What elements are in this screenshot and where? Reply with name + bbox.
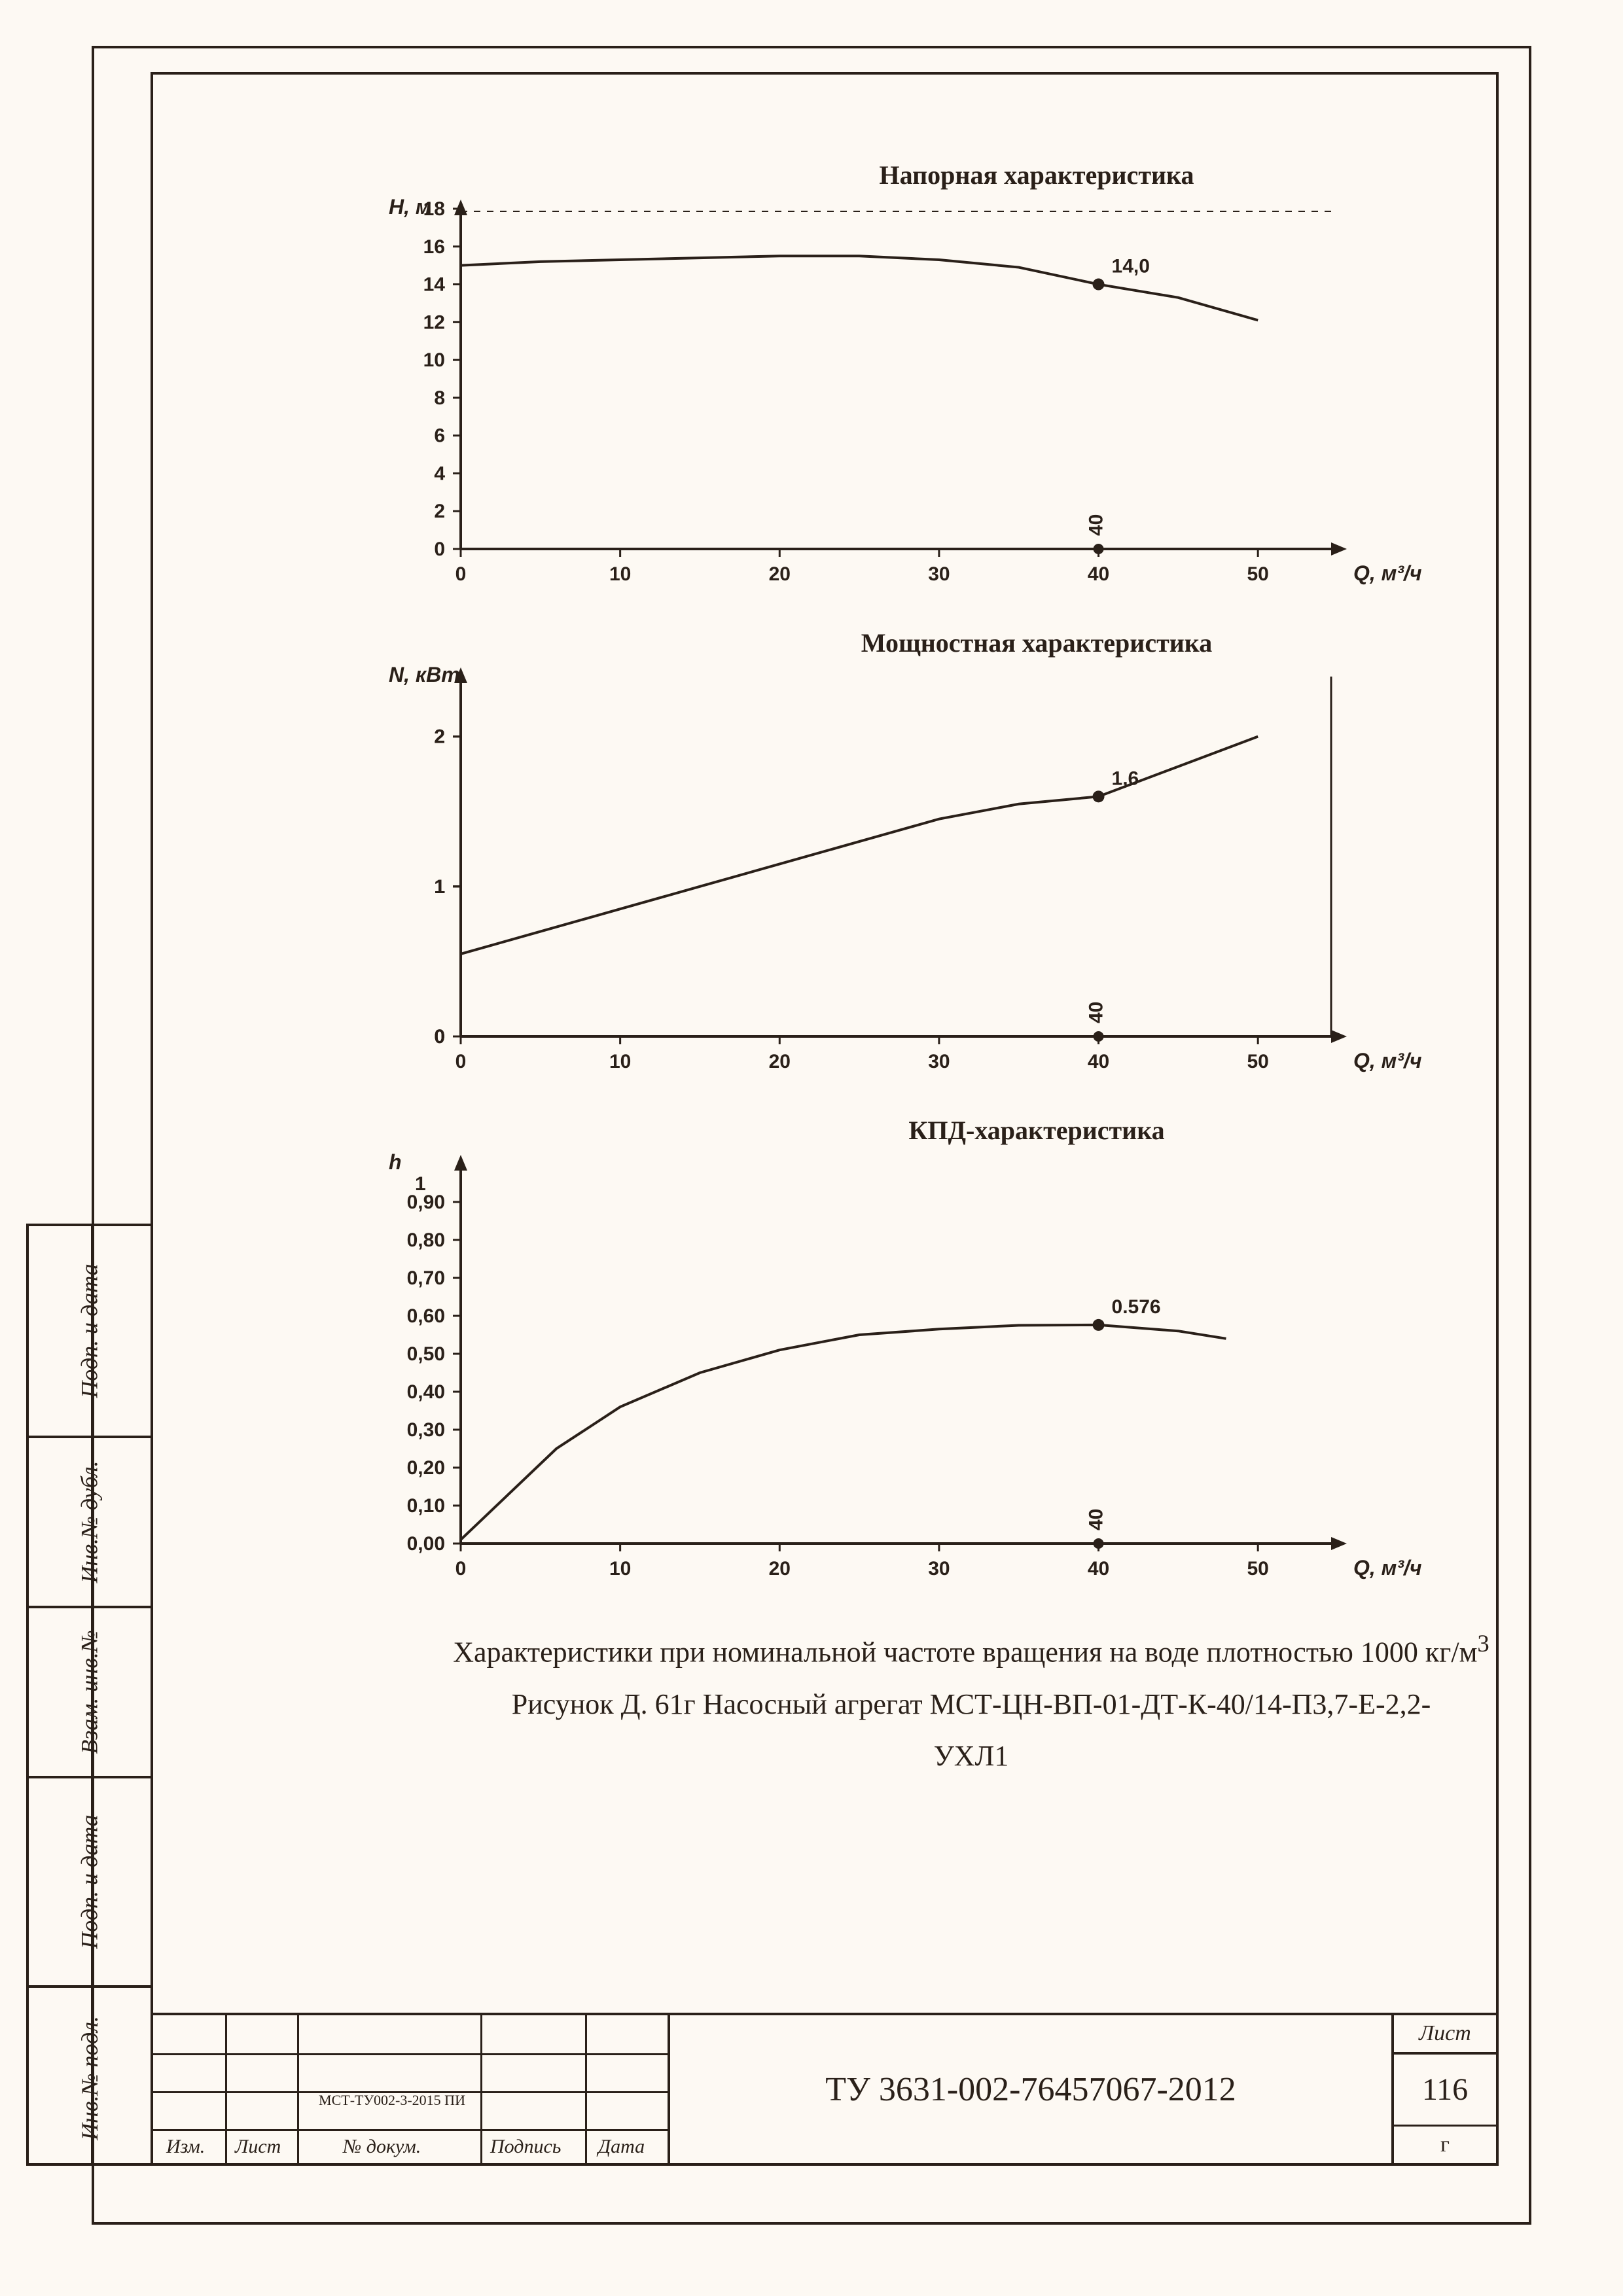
svg-text:30: 30 xyxy=(928,1558,950,1580)
svg-text:30: 30 xyxy=(928,563,950,585)
svg-text:0,60: 0,60 xyxy=(407,1305,445,1327)
svg-text:1: 1 xyxy=(415,1173,426,1195)
svg-text:50: 50 xyxy=(1247,1558,1268,1580)
svg-text:2: 2 xyxy=(434,501,445,522)
svg-text:4: 4 xyxy=(434,463,445,484)
svg-text:0: 0 xyxy=(455,1558,467,1580)
svg-text:10: 10 xyxy=(609,563,631,585)
svg-text:40: 40 xyxy=(1088,1051,1109,1072)
svg-text:Q, м³/ч: Q, м³/ч xyxy=(1353,1556,1422,1580)
svg-text:8: 8 xyxy=(434,387,445,409)
svg-text:50: 50 xyxy=(1247,563,1268,585)
svg-text:1: 1 xyxy=(434,876,445,898)
svg-text:0: 0 xyxy=(455,1051,467,1072)
svg-text:0,00: 0,00 xyxy=(407,1533,445,1555)
svg-text:10: 10 xyxy=(423,349,445,371)
caption-line-2: Рисунок Д. 61г Насосный агрегат МСТ-ЦН-В… xyxy=(323,1678,1619,1730)
svg-text:Q, м³/ч: Q, м³/ч xyxy=(1353,561,1422,585)
tb-small-doc: МСТ-ТУ002-3-2015 ПИ xyxy=(307,2093,477,2108)
title-block-left-grid: Изм. Лист № докум. Подпись Дата МСТ-ТУ00… xyxy=(153,2015,670,2163)
side-cell-vzam-inv: Взам. инв.№ xyxy=(29,1606,151,1776)
svg-text:0.576: 0.576 xyxy=(1112,1296,1161,1318)
svg-text:10: 10 xyxy=(609,1558,631,1580)
svg-text:40: 40 xyxy=(1088,563,1109,585)
svg-text:0: 0 xyxy=(455,563,467,585)
svg-text:20: 20 xyxy=(769,1051,791,1072)
svg-text:40: 40 xyxy=(1086,1509,1107,1530)
svg-text:2: 2 xyxy=(434,726,445,748)
chart-eff-svg: 0 10 20 30 40 50 0,00 0,10 0,20 0,30 0,40 0,50 0,60 0… xyxy=(323,1151,1436,1596)
inner-frame: Напорная характеристика 0102030405002468… xyxy=(151,72,1499,2166)
chart-head-title: Напорная характеристика xyxy=(323,160,1619,190)
svg-text:40: 40 xyxy=(1088,1558,1109,1580)
sheet-number: 116 xyxy=(1394,2055,1496,2127)
caption-line-3: УХЛ1 xyxy=(323,1730,1619,1782)
svg-text:0: 0 xyxy=(434,539,445,560)
chart-eff-title: КПД-характеристика xyxy=(323,1115,1619,1146)
tb-col-izm: Изм. xyxy=(166,2136,205,2158)
svg-text:0,90: 0,90 xyxy=(407,1192,445,1213)
side-cell-sign-date-1: Подп. и дата xyxy=(29,1226,151,1436)
svg-text:N, кВт: N, кВт xyxy=(389,663,460,686)
svg-text:12: 12 xyxy=(423,311,445,333)
svg-text:6: 6 xyxy=(434,425,445,447)
svg-text:10: 10 xyxy=(609,1051,631,1072)
tb-col-list: Лист xyxy=(235,2136,281,2158)
svg-text:H, м: H, м xyxy=(389,196,431,219)
tb-col-date: Дата xyxy=(598,2136,645,2158)
svg-text:30: 30 xyxy=(928,1051,950,1072)
chart-head-svg: 0102030405002468101214161814,040H, мQ, м… xyxy=(323,196,1436,601)
side-cell-sign-date-2: Подп. и дата xyxy=(29,1776,151,1985)
charts-area: Напорная характеристика 0102030405002468… xyxy=(323,160,1619,1782)
svg-text:1,6: 1,6 xyxy=(1112,768,1139,789)
chart-power-title: Мощностная характеристика xyxy=(323,627,1619,658)
svg-text:20: 20 xyxy=(769,1558,791,1580)
svg-text:0,50: 0,50 xyxy=(407,1343,445,1365)
sheet-header: Лист xyxy=(1394,2015,1496,2055)
svg-text:0,80: 0,80 xyxy=(407,1229,445,1251)
svg-text:0,30: 0,30 xyxy=(407,1419,445,1441)
svg-text:Q, м³/ч: Q, м³/ч xyxy=(1353,1049,1422,1072)
svg-text:20: 20 xyxy=(769,563,791,585)
svg-text:16: 16 xyxy=(423,236,445,258)
svg-text:40: 40 xyxy=(1086,1002,1107,1023)
svg-text:14,0: 14,0 xyxy=(1112,256,1150,277)
svg-text:0,70: 0,70 xyxy=(407,1267,445,1289)
title-block-doc-number: ТУ 3631-002-76457067-2012 xyxy=(670,2015,1391,2163)
figure-caption: Характеристики при номинальной частоте в… xyxy=(323,1622,1619,1782)
tb-col-sign: Подпись xyxy=(490,2136,561,2158)
chart-head: Напорная характеристика 0 10 20 30 40 50 0 2 4 6 8… xyxy=(323,160,1619,601)
tb-col-ndoc: № докум. xyxy=(343,2136,421,2158)
svg-text:0,20: 0,20 xyxy=(407,1457,445,1479)
title-block: Изм. Лист № докум. Подпись Дата МСТ-ТУ00… xyxy=(153,2013,1496,2163)
svg-text:0: 0 xyxy=(434,1026,445,1048)
title-block-sheet: Лист 116 г xyxy=(1391,2015,1496,2163)
svg-text:h: h xyxy=(389,1151,402,1174)
caption-line-1: Характеристики при номинальной частоте в… xyxy=(323,1622,1619,1678)
side-cell-inv-podl: Инв.№ подл. xyxy=(29,1985,151,2168)
svg-text:0,10: 0,10 xyxy=(407,1495,445,1517)
svg-text:40: 40 xyxy=(1086,514,1107,536)
chart-eff: КПД-характеристика 0 10 20 30 40 50 0,00 0,10 0,… xyxy=(323,1115,1619,1596)
svg-text:0,40: 0,40 xyxy=(407,1381,445,1403)
sheet-sub: г xyxy=(1394,2127,1496,2163)
side-cell-inv-dubl: Инв.№ дубл. xyxy=(29,1436,151,1606)
svg-text:50: 50 xyxy=(1247,1051,1268,1072)
chart-power-svg: 01020304050000111112221,640N, кВтQ, м³/ч xyxy=(323,663,1436,1089)
svg-text:14: 14 xyxy=(423,274,446,296)
side-label-column: Подп. и дата Инв.№ дубл. Взам. инв.№ Под… xyxy=(26,1224,151,2166)
chart-power: Мощностная характеристика 01020304050000… xyxy=(323,627,1619,1089)
